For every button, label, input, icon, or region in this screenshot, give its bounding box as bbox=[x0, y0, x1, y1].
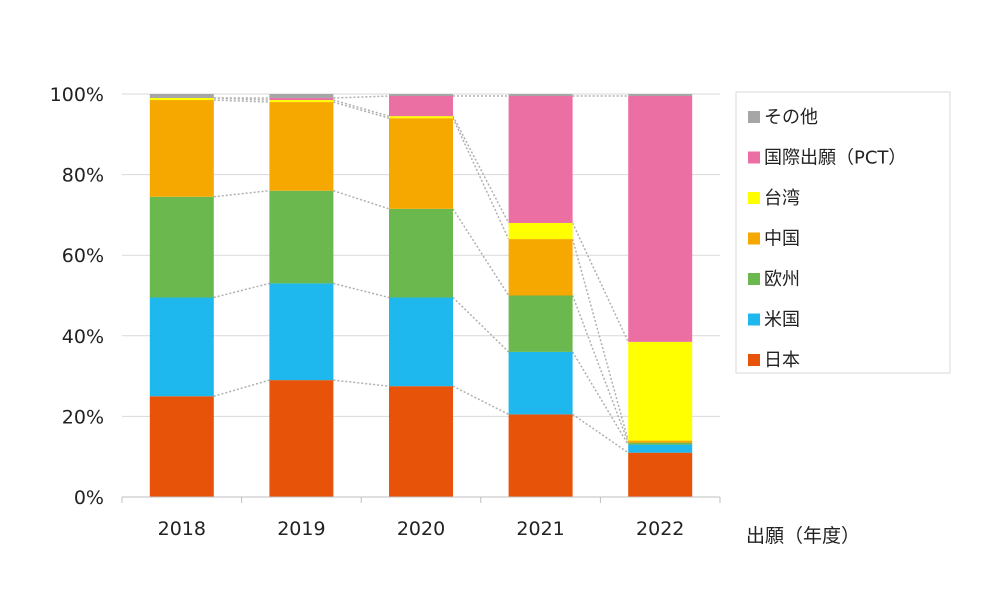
bar-segment bbox=[149, 297, 214, 397]
legend-swatch bbox=[748, 192, 760, 204]
series-line bbox=[452, 208, 510, 296]
bar-segment bbox=[508, 222, 573, 240]
y-tick-label: 80% bbox=[62, 165, 104, 187]
legend-swatch bbox=[748, 354, 760, 366]
bar-segment bbox=[269, 283, 334, 381]
series-line bbox=[571, 222, 629, 343]
bar-segment bbox=[389, 208, 453, 298]
axes: 0% 20% 40% 60% 80% 100% 2018 2019 2020 2021 2022 bbox=[50, 84, 721, 540]
bar-segment bbox=[628, 452, 693, 497]
bar-segment bbox=[149, 100, 214, 197]
y-tick-label: 100% bbox=[50, 84, 104, 106]
series-connector-lines bbox=[213, 95, 629, 454]
legend-swatch bbox=[748, 232, 760, 245]
bar-segment bbox=[628, 442, 693, 445]
series-line bbox=[333, 190, 390, 210]
series-line bbox=[213, 189, 270, 198]
bar-segment bbox=[628, 94, 693, 97]
series-line bbox=[452, 296, 510, 353]
bar-segment bbox=[269, 94, 334, 99]
bar-segment bbox=[149, 94, 214, 99]
x-tick-label: 2018 bbox=[158, 518, 206, 540]
series-line bbox=[333, 95, 390, 99]
x-tick-label: 2019 bbox=[277, 518, 325, 540]
bar-segment bbox=[149, 396, 214, 497]
legend-label: その他 bbox=[764, 107, 818, 128]
bar-segment bbox=[269, 102, 334, 191]
legend-label: 米国 bbox=[764, 310, 800, 331]
series-line bbox=[333, 379, 390, 387]
series-line bbox=[571, 238, 629, 441]
series-line bbox=[213, 379, 270, 397]
legend-label: 中国 bbox=[764, 229, 800, 250]
bar-segment bbox=[389, 94, 453, 97]
series-line bbox=[452, 385, 509, 416]
bar-segment bbox=[628, 96, 693, 342]
bar-segment bbox=[149, 98, 214, 101]
legend-box bbox=[735, 91, 951, 374]
bar-segment bbox=[508, 295, 573, 352]
bar-segment bbox=[269, 98, 334, 101]
bar-segment bbox=[628, 440, 693, 443]
bar-segment bbox=[269, 100, 334, 103]
bar-segment bbox=[389, 386, 453, 497]
series-line bbox=[333, 99, 390, 117]
bar-segment bbox=[628, 444, 693, 453]
series-line bbox=[571, 295, 629, 443]
series-line bbox=[213, 282, 270, 299]
x-tick-label: 2020 bbox=[397, 518, 445, 540]
bar-segment bbox=[508, 414, 573, 497]
legend-swatch bbox=[748, 313, 760, 326]
bar-segment bbox=[149, 196, 214, 298]
bar-segment bbox=[508, 94, 573, 97]
bar-segment bbox=[269, 380, 334, 497]
x-tick-label: 2022 bbox=[636, 518, 684, 540]
x-axis-title: 出願（年度） bbox=[746, 525, 860, 547]
bar-segment bbox=[389, 116, 453, 119]
bar-segment bbox=[508, 96, 573, 223]
legend-label: 欧州 bbox=[764, 269, 800, 290]
legend-swatch bbox=[748, 111, 760, 123]
bar-segment bbox=[389, 118, 453, 209]
y-tick-label: 60% bbox=[62, 245, 104, 267]
y-tick-label: 20% bbox=[62, 406, 104, 428]
legend-label: 日本 bbox=[764, 350, 800, 371]
x-tick-label: 2021 bbox=[516, 518, 564, 540]
bar-segment bbox=[628, 341, 693, 441]
series-line bbox=[333, 101, 390, 119]
series-line bbox=[571, 351, 629, 445]
bar-segment bbox=[269, 190, 334, 284]
legend-swatch bbox=[748, 273, 760, 285]
y-tick-label: 0% bbox=[74, 487, 104, 509]
bar-segment bbox=[389, 297, 453, 387]
bar-segment bbox=[508, 239, 573, 296]
series-line bbox=[333, 282, 390, 299]
series-line bbox=[452, 117, 510, 240]
y-tick-label: 40% bbox=[62, 326, 104, 348]
series-line bbox=[572, 413, 629, 454]
bar-segment bbox=[508, 351, 573, 415]
bars bbox=[149, 94, 693, 497]
series-line bbox=[452, 115, 510, 224]
legend-swatch bbox=[748, 151, 760, 164]
series-line bbox=[213, 99, 270, 103]
bar-segment bbox=[389, 96, 453, 117]
legend-label: 国際出願（PCT） bbox=[764, 148, 906, 169]
legend-label: 台湾 bbox=[764, 188, 800, 209]
